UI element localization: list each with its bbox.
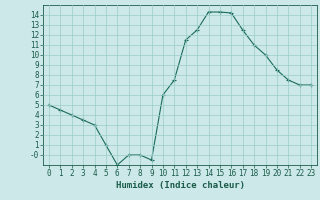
X-axis label: Humidex (Indice chaleur): Humidex (Indice chaleur) xyxy=(116,181,244,190)
